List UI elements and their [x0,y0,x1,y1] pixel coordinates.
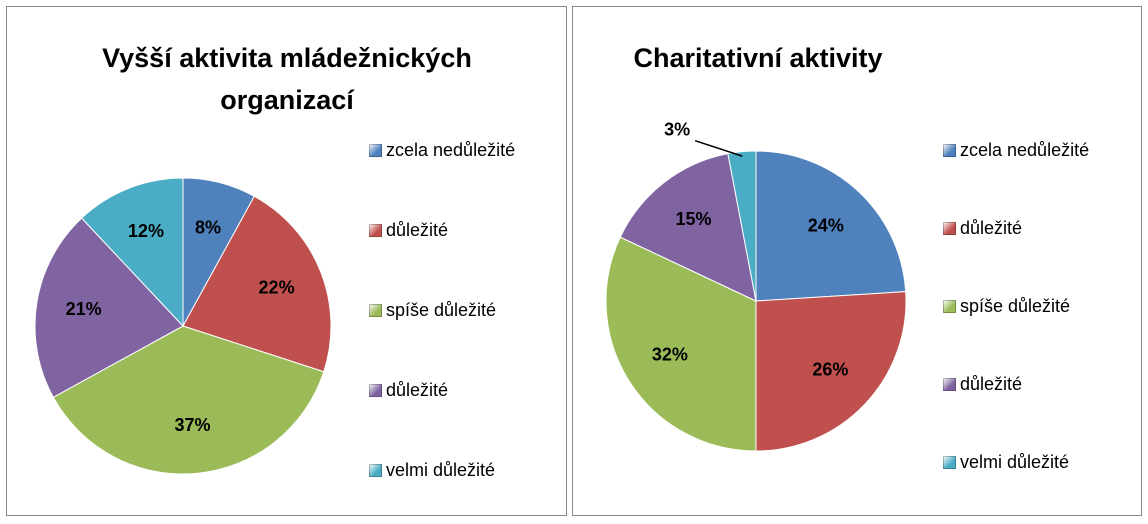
pie-slice [182,195,332,373]
legend-swatch [943,222,956,235]
data-label: 32% [652,344,688,364]
data-label: 12% [128,221,164,241]
legend-swatch [943,300,956,313]
data-label: 3% [664,119,690,139]
data-label: 15% [675,209,711,229]
pie-slice [727,150,757,302]
pie-slice [52,325,325,475]
legend-label: velmi důležité [386,460,496,480]
pie-slice [619,153,757,302]
pie-chart: 24% 26% 32% 15% 3% [605,119,907,452]
legend-item: spíše důležité [943,291,1120,321]
legend-item: spíše důležité [369,295,546,325]
legend-swatch [369,224,382,237]
pie-chart: 8% 22% 37% 21% 12% [34,177,332,475]
legend-item: důležité [369,375,546,405]
pie-slice [34,217,184,398]
legend-label: zcela nedůležité [386,140,516,160]
data-label: 24% [808,215,844,235]
pie-slice [755,291,907,452]
legend-label: spíše důležité [960,296,1071,316]
legend-swatch [369,144,382,157]
legend-swatch [943,144,956,157]
legend-label: důležité [386,220,449,240]
data-label: 21% [66,299,102,319]
legend-swatch [369,384,382,397]
legend-swatch [369,464,382,477]
data-label: 8% [195,217,221,237]
legend-item: velmi důležité [369,455,546,485]
chart-title: Charitativní aktivity [633,43,883,73]
pie-slice [80,177,184,328]
legend-label: důležité [960,218,1023,238]
legend-label: důležité [960,374,1023,394]
legend-label: zcela nedůležité [960,140,1090,160]
data-label: 22% [259,278,295,298]
legend-item: důležité [369,215,546,245]
pie-slice [605,236,757,452]
chart-panel: 8% 22% 37% 21% 12% Vyšší aktivita mládežnický… [6,6,567,516]
legend-item: důležité [943,369,1120,399]
legend-swatch [943,456,956,469]
chart-panel: 24% 26% 32% 15% 3% Charitativní aktivity zcela… [572,6,1142,516]
legend-item: zcela nedůležité [943,135,1120,165]
legend-label: důležité [386,380,449,400]
leader-line [694,139,743,157]
data-label: 37% [174,415,210,435]
legend-label: spíše důležité [386,300,497,320]
pie-slice [755,150,907,302]
legend-item: zcela nedůležité [369,135,546,165]
legend-swatch [369,304,382,317]
legend-item: důležité [943,213,1120,243]
chart-title: Vyšší aktivita mládežnických organizací [102,43,472,115]
legend-label: velmi důležité [960,452,1070,472]
legend-swatch [943,378,956,391]
data-label: 26% [812,360,848,380]
legend-item: velmi důležité [943,447,1120,477]
